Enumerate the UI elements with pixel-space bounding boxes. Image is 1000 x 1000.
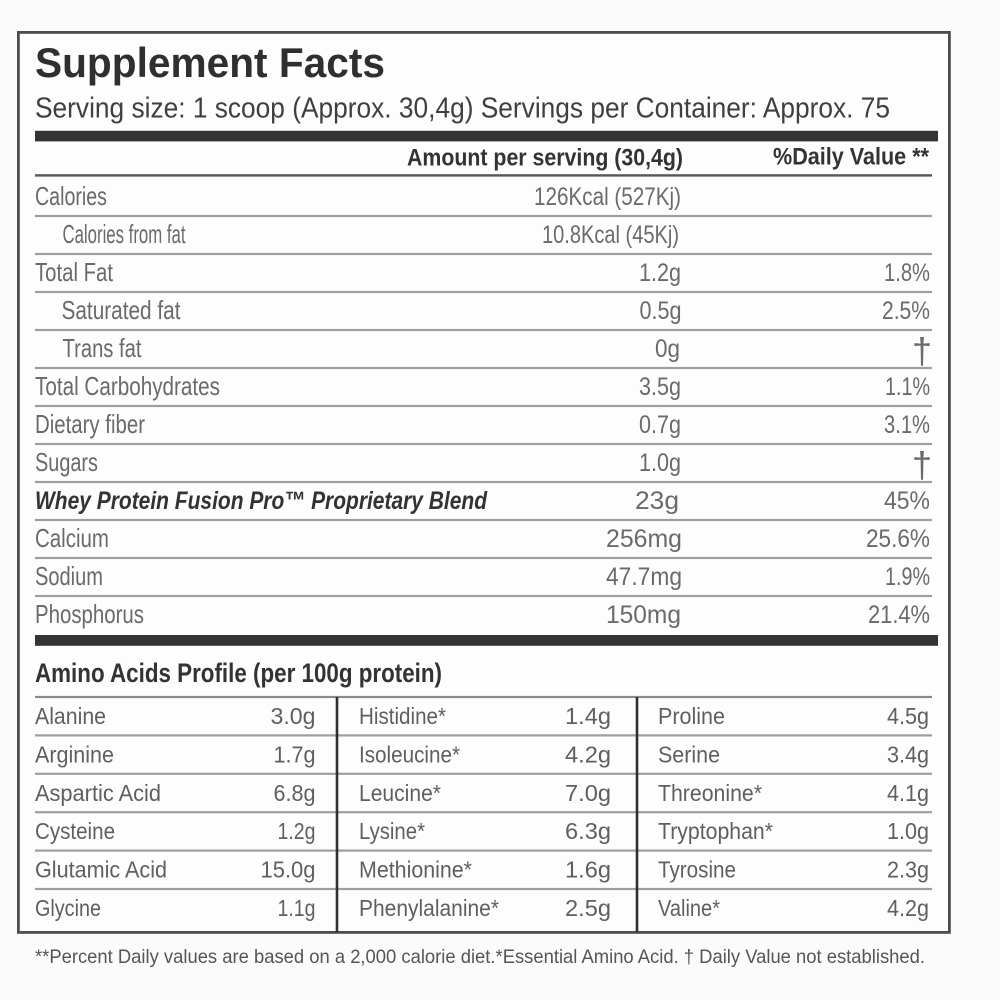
svg-text:Serine: Serine — [658, 741, 720, 767]
svg-text:Supplement Facts: Supplement Facts — [35, 39, 385, 86]
svg-text:47.7mg: 47.7mg — [606, 563, 682, 591]
svg-text:Amount per serving (30,4g): Amount per serving (30,4g) — [407, 145, 683, 172]
svg-text:Lysine*: Lysine* — [359, 818, 425, 844]
svg-text:256mg: 256mg — [606, 525, 682, 553]
svg-text:126Kcal (527Kj): 126Kcal (527Kj) — [534, 183, 681, 211]
svg-text:Whey Protein Fusion Pro™ Propr: Whey Protein Fusion Pro™ Proprietary Ble… — [35, 487, 488, 515]
svg-text:6.8g: 6.8g — [274, 780, 316, 806]
svg-text:Threonine*: Threonine* — [658, 780, 762, 806]
svg-text:†: † — [912, 444, 932, 485]
svg-text:Leucine*: Leucine* — [359, 780, 441, 806]
svg-text:Total Fat: Total Fat — [35, 257, 114, 287]
svg-text:4.1g: 4.1g — [887, 780, 929, 806]
svg-text:Calories from fat: Calories from fat — [63, 219, 186, 249]
svg-text:15.0g: 15.0g — [261, 857, 316, 883]
svg-text:Glutamic Acid: Glutamic Acid — [35, 857, 167, 883]
svg-text:6.3g: 6.3g — [565, 818, 611, 844]
svg-text:45%: 45% — [884, 487, 930, 515]
svg-text:Calcium: Calcium — [35, 523, 109, 553]
svg-text:3.5g: 3.5g — [639, 373, 681, 401]
svg-text:Phosphorus: Phosphorus — [35, 599, 144, 629]
svg-text:Histidine*: Histidine* — [359, 703, 446, 729]
svg-text:25.6%: 25.6% — [866, 525, 930, 553]
svg-text:Methionine*: Methionine* — [359, 857, 472, 883]
svg-text:Isoleucine*: Isoleucine* — [359, 741, 460, 767]
svg-text:2.5g: 2.5g — [565, 895, 611, 921]
svg-text:3.0g: 3.0g — [271, 703, 316, 729]
svg-text:1.4g: 1.4g — [565, 703, 611, 729]
svg-text:Calories: Calories — [35, 181, 107, 211]
svg-text:10.8Kcal (45Kj): 10.8Kcal (45Kj) — [542, 221, 679, 249]
svg-text:Amino Acids Profile (per 100g: Amino Acids Profile (per 100g protein) — [35, 658, 442, 688]
svg-text:Phenylalanine*: Phenylalanine* — [359, 895, 499, 921]
svg-text:7.0g: 7.0g — [565, 780, 611, 806]
svg-text:1.2g: 1.2g — [639, 259, 681, 287]
svg-text:Trans fat: Trans fat — [63, 333, 143, 363]
svg-text:3.1%: 3.1% — [884, 411, 930, 439]
svg-text:0.7g: 0.7g — [639, 411, 681, 439]
svg-text:1.0g: 1.0g — [887, 818, 929, 844]
svg-text:1.6g: 1.6g — [565, 857, 611, 883]
svg-text:†: † — [912, 330, 932, 371]
svg-text:Sodium: Sodium — [35, 561, 103, 591]
svg-text:%Daily Value **: %Daily Value ** — [773, 144, 930, 171]
svg-text:1.8%: 1.8% — [884, 259, 930, 287]
svg-text:1.7g: 1.7g — [274, 741, 316, 767]
svg-text:0g: 0g — [655, 335, 680, 363]
svg-text:Valine*: Valine* — [658, 895, 720, 921]
svg-text:4.2g: 4.2g — [565, 741, 611, 767]
svg-text:4.5g: 4.5g — [887, 703, 929, 729]
svg-text:Glycine: Glycine — [35, 895, 101, 921]
svg-text:**Percent Daily values are bas: **Percent Daily values are based on a 2,… — [35, 946, 925, 968]
svg-text:2.5%: 2.5% — [882, 297, 930, 325]
svg-text:Sugars: Sugars — [35, 447, 98, 477]
svg-text:Tryptophan*: Tryptophan* — [658, 818, 773, 844]
svg-text:3.4g: 3.4g — [887, 741, 929, 767]
svg-text:1.2g: 1.2g — [278, 818, 316, 844]
svg-text:Proline: Proline — [658, 703, 725, 729]
svg-text:Alanine: Alanine — [35, 703, 106, 729]
svg-text:Serving size: 1 scoop (Approx.: Serving size: 1 scoop (Approx. 30,4g) Se… — [35, 93, 890, 125]
svg-text:150mg: 150mg — [606, 601, 681, 629]
svg-text:Arginine: Arginine — [35, 741, 114, 767]
svg-text:1.1%: 1.1% — [885, 373, 930, 401]
svg-text:2.3g: 2.3g — [887, 857, 929, 883]
svg-text:1.1g: 1.1g — [278, 895, 316, 921]
svg-text:1.0g: 1.0g — [639, 449, 681, 477]
svg-text:Saturated fat: Saturated fat — [62, 295, 182, 325]
svg-text:0.5g: 0.5g — [640, 297, 682, 325]
svg-text:Cysteine: Cysteine — [35, 818, 115, 844]
svg-text:Aspartic Acid: Aspartic Acid — [35, 780, 161, 806]
svg-text:1.9%: 1.9% — [885, 563, 930, 591]
svg-text:Tyrosine: Tyrosine — [658, 857, 736, 883]
svg-text:4.2g: 4.2g — [887, 895, 929, 921]
svg-text:Dietary fiber: Dietary fiber — [35, 409, 145, 439]
svg-text:21.4%: 21.4% — [868, 601, 930, 629]
svg-text:Total Carbohydrates: Total Carbohydrates — [35, 371, 220, 401]
svg-text:23g: 23g — [635, 487, 679, 515]
